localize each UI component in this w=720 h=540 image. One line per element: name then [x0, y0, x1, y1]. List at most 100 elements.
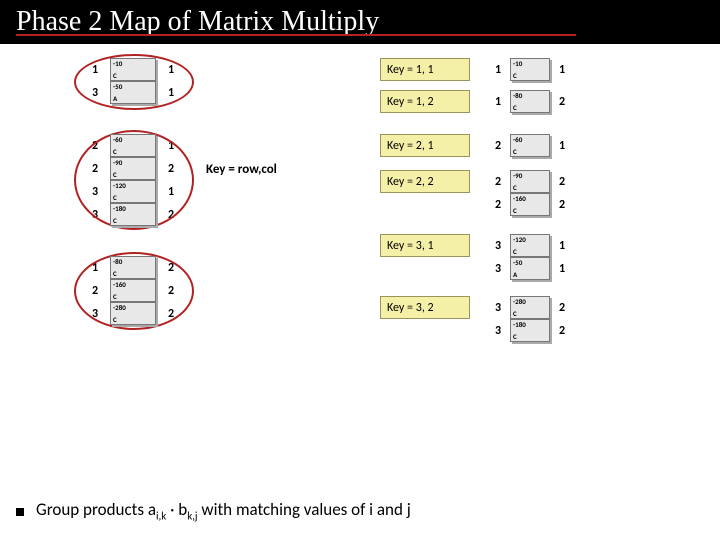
cell-value: -10 C [510, 58, 550, 81]
page-title: Phase 2 Map of Matrix Multiply [16, 6, 379, 37]
key-data-row: 2-90C2 [486, 170, 574, 193]
cell-col: 1 [550, 257, 574, 280]
bullet-text: Group products ai,k · bk,j with matching… [36, 499, 411, 522]
content-area: 1-10C13-50A12-60C12-90C23-120C13-180C21-… [0, 44, 720, 484]
cell-sup: -50 [113, 83, 122, 90]
cell-value: -180 C [110, 203, 156, 226]
left-group: 2-60C12-90C23-120C13-180C2 [80, 134, 250, 226]
cell-sub: C [113, 217, 117, 224]
cell-sup: -180 [513, 321, 526, 328]
cell-sub: C [113, 171, 117, 178]
cell-index: 3 [486, 234, 510, 257]
cell-col: 2 [550, 170, 574, 193]
cell-sup: -60 [113, 136, 122, 143]
key-data-row: 2-60 C 1 [486, 134, 574, 157]
cell-col: 1 [550, 234, 574, 257]
key-data-row: 3-280C2 [486, 296, 574, 319]
cell-value: -120 C [510, 234, 550, 257]
cell-index: 1 [486, 90, 510, 113]
key-data-row: 2-160C2 [486, 193, 574, 216]
cell-sub: C [113, 316, 117, 323]
key-label-box: Key = 3, 1 [380, 234, 470, 257]
cell-index: 2 [486, 170, 510, 193]
cell-sup: -120 [113, 182, 126, 189]
key-group: Key = 2, 1 [380, 134, 470, 157]
key-data-row: 1-10C1 [486, 58, 574, 81]
cell-col: 2 [550, 193, 574, 216]
key-data-row: 1-80 C 2 [486, 90, 574, 113]
cell-sub: C [513, 72, 517, 79]
cell-sup: -90 [113, 159, 122, 166]
cell-sub: C [513, 248, 517, 255]
cell-sub: C [513, 310, 517, 317]
cell-sup: -10 [513, 60, 522, 67]
cell-col: 1 [550, 58, 574, 81]
cell-sub: C [113, 148, 117, 155]
cell-index: 2 [486, 193, 510, 216]
cell-sub: C [113, 270, 117, 277]
cell-value: -160 C [110, 279, 156, 302]
cell-col: 2 [550, 90, 574, 113]
cell-sup: -10 [113, 60, 122, 67]
key-label-box: Key = 1, 2 [380, 90, 470, 113]
cell-value: -120 C [110, 180, 156, 203]
cell-sub: C [113, 72, 117, 79]
cell-sup: -280 [513, 298, 526, 305]
cell-value: -90 C [110, 157, 156, 180]
cell-sup: -60 [513, 136, 522, 143]
key-group: Key = 3, 2 [380, 296, 470, 319]
bullet-icon [16, 508, 24, 516]
key-group: Key = 1, 2 [380, 90, 470, 113]
cell-sub: C [513, 184, 517, 191]
cell-value: -80 C [510, 90, 550, 113]
cell-value: -50A [110, 81, 156, 104]
cell-index: 2 [486, 134, 510, 157]
cell-value: -280 C [510, 296, 550, 319]
cell-value: -60 C [510, 134, 550, 157]
key-label-box: Key = 2, 2 [380, 170, 470, 193]
title-bar: Phase 2 Map of Matrix Multiply [0, 0, 720, 44]
cell-value: -280 C [110, 302, 156, 325]
key-label-box: Key = 2, 1 [380, 134, 470, 157]
cell-value: -10 C [110, 58, 156, 81]
cell-sup: -280 [113, 304, 126, 311]
left-group: 1-10C13-50A1 [80, 58, 250, 104]
cell-sub: C [513, 148, 517, 155]
cell-col: 2 [550, 319, 574, 342]
cell-sup: -90 [513, 172, 522, 179]
cell-sup: -120 [513, 236, 526, 243]
cell-value: -160 C [510, 193, 550, 216]
cell-col: 1 [550, 134, 574, 157]
key-data-row: 3-120 C 1 [486, 234, 574, 257]
cell-index: 1 [486, 58, 510, 81]
cell-sub: C [513, 207, 517, 214]
cell-index: 3 [486, 257, 510, 280]
cell-sup: -80 [513, 92, 522, 99]
key-data-row: 3-50 A 1 [486, 257, 574, 280]
cell-sup: -80 [113, 258, 122, 265]
left-group: 1-80C22-160C23-280C2 [80, 256, 250, 325]
cell-value: -180 C [510, 319, 550, 342]
key-data-row: 3-180 C 2 [486, 319, 574, 342]
key-label-box: Key = 1, 1 [380, 58, 470, 81]
cell-value: -60 C [110, 134, 156, 157]
cell-index: 3 [486, 319, 510, 342]
cell-sup: -160 [513, 195, 526, 202]
cell-sup: -160 [113, 281, 126, 288]
cell-col: 2 [550, 296, 574, 319]
cell-sup: -180 [113, 205, 126, 212]
key-group: Key = 3, 1 [380, 234, 470, 257]
key-label-box: Key = 3, 2 [380, 296, 470, 319]
key-rowcol-label: Key = row,col [206, 162, 277, 177]
cell-sup: -50 [513, 259, 522, 266]
cell-value: -50 A [510, 257, 550, 280]
key-group: Key = 1, 1 [380, 58, 470, 81]
cell-sub: C [113, 293, 117, 300]
cell-sub: C [513, 104, 517, 111]
cell-value: -80 C [110, 256, 156, 279]
cell-sub: C [513, 333, 517, 340]
cell-sub: A [513, 271, 517, 278]
key-group: Key = 2, 2 [380, 170, 470, 193]
cell-value: -90 C [510, 170, 550, 193]
cell-sub: C [113, 194, 117, 201]
